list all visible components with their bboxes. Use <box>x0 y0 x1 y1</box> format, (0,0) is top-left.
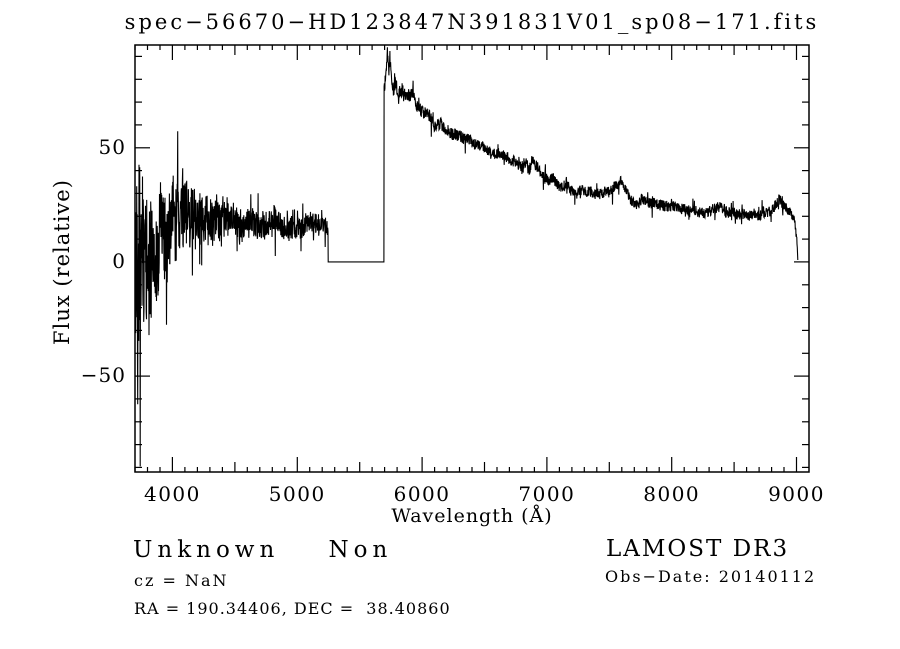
annotation-classification: Unknown Non <box>133 537 393 563</box>
x-axis-label: Wavelength (Å) <box>391 505 553 527</box>
x-tick-label: 6000 <box>393 482 451 506</box>
annotation-cz: cz = NaN <box>134 571 229 590</box>
annotation-obs-date: Obs−Date: 20140112 <box>605 567 817 586</box>
annotation-ra-dec: RA = 190.34406, DEC = 38.40860 <box>134 599 451 618</box>
x-tick-label: 5000 <box>268 482 326 506</box>
y-tick-label: 50 <box>98 134 126 159</box>
x-tick-label: 7000 <box>518 482 576 506</box>
x-tick-label: 8000 <box>643 482 701 506</box>
plot-frame <box>134 44 810 473</box>
x-tick-label: 9000 <box>768 482 825 506</box>
y-tick-label: 0 <box>112 248 126 273</box>
x-tick-label: 4000 <box>143 482 201 506</box>
y-tick-label: −50 <box>80 363 126 388</box>
annotation-survey: LAMOST DR3 <box>606 536 790 562</box>
spectrum-line <box>134 47 799 467</box>
plot-title: spec−56670−HD123847N391831V01_sp08−171.f… <box>124 10 820 34</box>
